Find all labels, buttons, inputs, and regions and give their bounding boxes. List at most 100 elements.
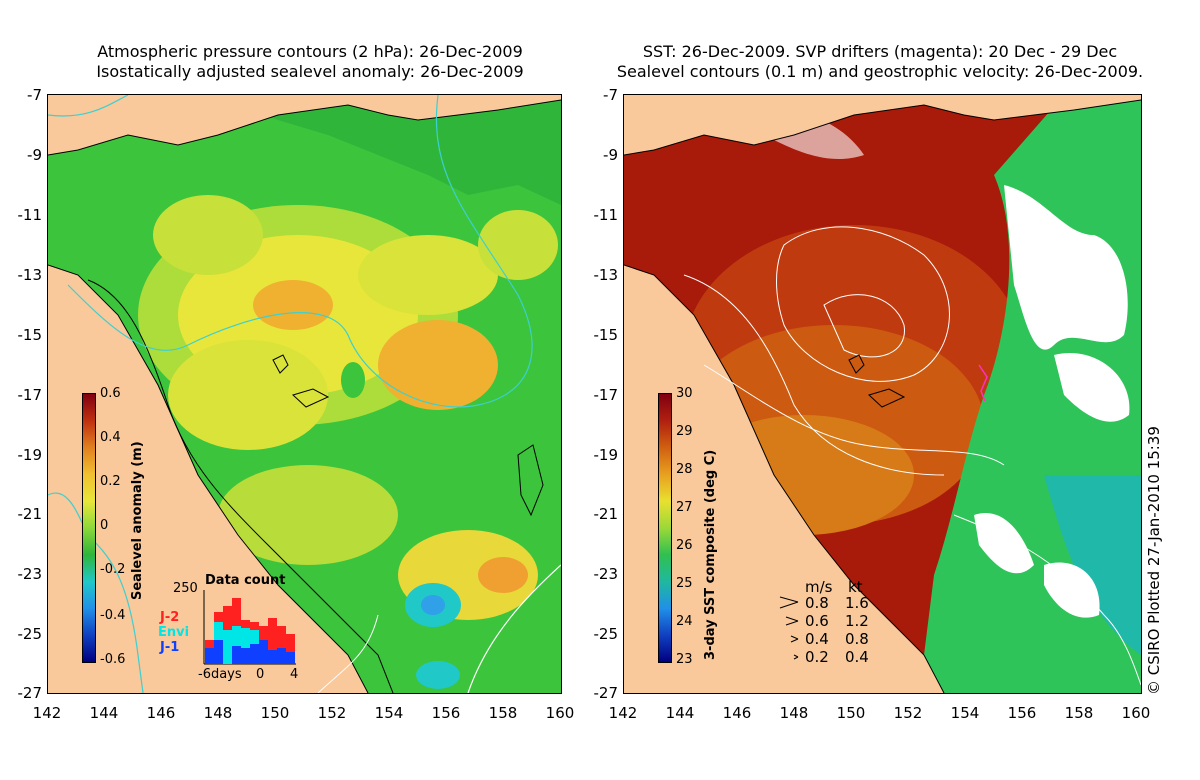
y-tick-label: -25 [593,625,619,643]
sst-cloud [1004,185,1128,350]
x-tick-label: 156 [431,704,461,722]
low-anomaly-blob [416,661,460,689]
x-tick-label: 150 [836,704,866,722]
y-tick-label: -11 [593,206,619,224]
velocity-legend-ms: 0.4 [805,630,829,648]
y-tick-label: -9 [603,146,618,164]
x-tick-label: 148 [779,704,809,722]
y-tick-label: -13 [593,266,619,284]
x-tick-label: 158 [488,704,518,722]
velocity-legend-ms-header: m/s [805,578,833,596]
anomaly-blob [253,280,333,330]
x-tick-label: 148 [203,704,233,722]
sealevel-contour [823,294,905,358]
pressure-contour [48,95,129,117]
x-tick-label: 146 [146,704,176,722]
low-anomaly-blob [421,595,445,615]
sealevel-contour [953,514,1141,686]
data-count-xlabel: 0 [256,667,265,682]
y-tick-label: -19 [17,446,43,464]
right-colorbar-label: 26 [676,538,693,553]
sst-map [624,95,1141,693]
sealevel-contour [776,226,950,382]
x-tick-label: 144 [89,704,119,722]
sealevel-anomaly-map [48,95,561,693]
y-tick-label: -27 [593,684,619,702]
left-colorbar-label: 0 [100,518,109,533]
velocity-legend-kt: 0.8 [845,630,869,648]
data-count-title: Data count [205,573,286,588]
sst-cloud [1044,562,1100,618]
coastline [624,264,945,693]
right-colorbar [658,393,672,663]
velocity-legend-kt: 0.4 [845,648,869,666]
land-png [48,95,561,155]
island [272,354,289,374]
left-colorbar-title: Sealevel anomaly (m) [130,441,145,600]
island [517,444,544,517]
y-tick-label: -27 [17,684,43,702]
left-colorbar [82,393,96,663]
land-queensland [48,265,368,693]
x-tick-label: 152 [893,704,923,722]
pressure-contour [317,614,379,693]
y-tick-label: -17 [17,386,43,404]
x-tick-label: 146 [722,704,752,722]
y-tick-label: -7 [603,86,618,104]
credit-text: © CSIRO Plotted 27-Jan-2010 15:39 [1145,426,1163,695]
anomaly-blob [153,195,263,275]
right-colorbar-label: 29 [676,424,693,439]
y-tick-label: -25 [17,625,43,643]
velocity-legend-ms: 0.8 [805,594,829,612]
x-tick-label: 158 [1064,704,1094,722]
y-tick-label: -21 [593,505,619,523]
x-tick-label: 160 [545,704,575,722]
y-tick-label: -15 [17,326,43,344]
x-tick-label: 152 [317,704,347,722]
pressure-contour [467,564,561,693]
drifter-track [978,364,988,402]
y-tick-label: -17 [593,386,619,404]
anomaly-blob [478,557,528,593]
y-tick-label: -23 [17,565,43,583]
x-tick-label: 142 [32,704,62,722]
sst-cloud [974,513,1034,574]
x-tick-label: 142 [608,704,638,722]
velocity-legend-ms: 0.6 [805,612,829,630]
right-title-line1: SST: 26-Dec-2009. SVP drifters (magenta)… [642,42,1118,61]
sst-cloud [1054,353,1130,422]
data-count-xlabel: -6days [198,667,242,682]
left-colorbar-label: 0.4 [100,430,121,445]
velocity-legend-kt: 1.6 [845,594,869,612]
velocity-legend-ms: 0.2 [805,648,829,666]
left-colorbar-label: 0.2 [100,474,121,489]
left-colorbar-label: -0.4 [100,608,126,623]
left-title-line1: Atmospheric pressure contours (2 hPa): 2… [97,42,523,61]
left-colorbar-label: -0.6 [100,652,126,667]
x-tick-label: 154 [950,704,980,722]
coastline [624,99,1141,156]
left-map-panel [47,94,562,694]
data-count-xlabel: 4 [290,667,299,682]
land-queensland [624,265,944,693]
x-tick-label: 160 [1121,704,1151,722]
island [848,354,865,374]
right-colorbar-label: 23 [676,652,693,667]
left-colorbar-label: -0.2 [100,562,126,577]
anomaly-blob [168,340,328,450]
y-tick-label: -19 [593,446,619,464]
y-tick-label: -15 [593,326,619,344]
island [868,388,906,408]
left-title-line2: Isostatically adjusted sealevel anomaly:… [96,62,524,81]
velocity-legend-kt: 1.2 [845,612,869,630]
anomaly-blob [478,210,558,280]
right-colorbar-title: 3-day SST composite (deg C) [703,449,718,660]
right-colorbar-label: 30 [676,386,693,401]
y-tick-label: -21 [17,505,43,523]
x-tick-label: 156 [1007,704,1037,722]
right-colorbar-label: 28 [676,462,693,477]
pressure-contour [67,95,533,408]
northern-sea [48,95,561,205]
left-colorbar-label: 0.6 [100,386,121,401]
x-tick-label: 150 [260,704,290,722]
